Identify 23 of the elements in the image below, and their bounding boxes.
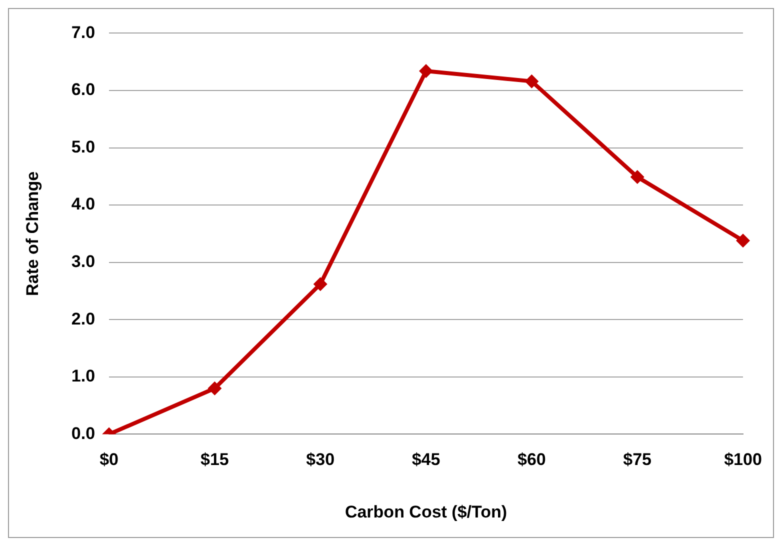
point	[736, 234, 750, 248]
point	[313, 277, 328, 292]
y-tick-label: 0.0	[71, 424, 96, 443]
x-tick-label: $30	[306, 450, 335, 470]
y-tick-label: 6.0	[71, 80, 96, 100]
point	[419, 64, 434, 78]
point	[208, 381, 222, 396]
y-tick-label: 1.0	[71, 366, 96, 386]
x-tick-label: $60	[517, 450, 546, 470]
y-tick-label: 3.0	[71, 252, 96, 272]
point	[524, 74, 539, 88]
y-tick-label: 2.0	[71, 309, 96, 328]
y-axis-title: Rate of Change	[22, 171, 42, 296]
y-tick-label: 5.0	[71, 137, 96, 156]
point	[630, 170, 644, 184]
x-tick-label: $75	[623, 450, 652, 470]
x-tick-label: $0	[100, 450, 118, 470]
y-tick-label: 4.0	[71, 194, 96, 214]
x-tick-label: $100	[724, 450, 762, 470]
y-tick-label: 7.0	[71, 22, 96, 42]
x-axis-title: Carbon Cost ($/Ton)	[344, 502, 508, 522]
x-tick-label: $45	[412, 450, 440, 470]
x-tick-label: $15	[200, 450, 229, 470]
